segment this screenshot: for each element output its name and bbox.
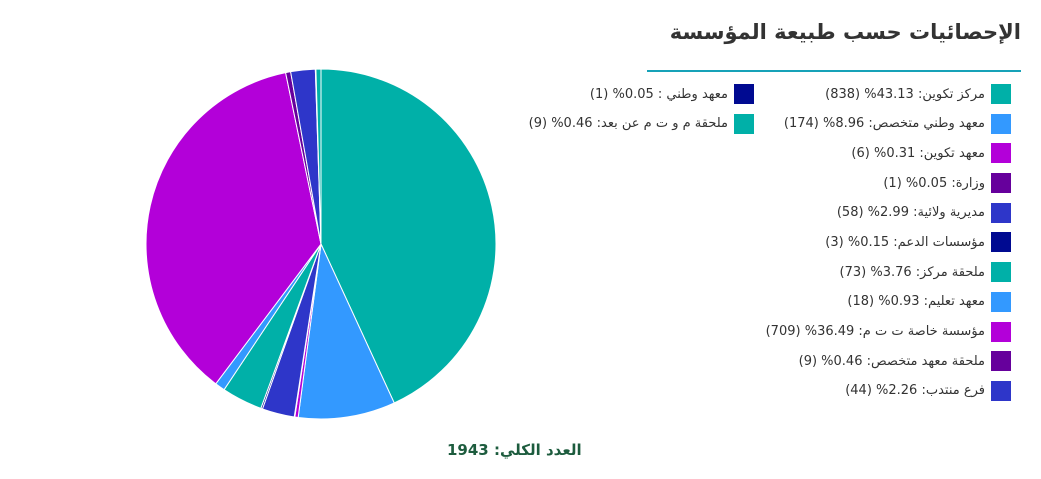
legend-label: معهد تكوين: 0.31% (6) (851, 145, 985, 161)
legend-item[interactable]: مركز تكوين: 43.13% (838) (721, 84, 1011, 104)
legend-swatch (991, 113, 1011, 134)
legend-swatch (991, 173, 1011, 194)
legend-item[interactable]: معهد وطني متخصص: 8.96% (174) (721, 113, 1011, 134)
pie-chart (145, 68, 497, 420)
legend-item[interactable]: ملحقة معهد متخصص: 0.46% (9) (721, 351, 1011, 372)
title-underline (647, 70, 1021, 72)
legend-label: ملحقة معهد متخصص: 0.46% (9) (798, 353, 985, 369)
legend-item[interactable]: ملحقة م و ت م عن بعد: 0.46% (9) (494, 113, 754, 134)
legend-swatch (991, 351, 1011, 372)
legend-label: فرع منتدب: 2.26% (44) (845, 383, 985, 399)
legend-label: معهد تعليم: 0.93% (18) (847, 294, 985, 310)
legend-label: مركز تكوين: 43.13% (838) (825, 86, 985, 102)
legend-swatch (734, 84, 754, 104)
legend-item[interactable]: وزارة: 0.05% (1) (721, 173, 1011, 194)
pie-slice[interactable] (297, 242, 395, 420)
legend-swatch (991, 321, 1011, 342)
legend-item[interactable]: معهد وطني : 0.05% (1) (494, 84, 754, 104)
legend-swatch (991, 262, 1011, 283)
legend-item[interactable]: مؤسسات الدعم: 0.15% (3) (721, 232, 1011, 253)
legend-swatch (991, 84, 1011, 104)
legend-right-column: مركز تكوين: 43.13% (838) معهد وطني متخصص:… (721, 84, 1011, 411)
pie-slice[interactable] (315, 68, 322, 245)
legend-label: ملحقة مركز: 3.76% (73) (839, 264, 986, 280)
legend-item[interactable]: مؤسسة خاصة ت ت م: 36.49% (709) (721, 321, 1011, 342)
legend-label: وزارة: 0.05% (1) (883, 175, 985, 191)
pie-slice[interactable] (320, 68, 497, 404)
legend-item[interactable]: مديرية ولائية: 2.99% (58) (721, 202, 1011, 223)
pie-slice[interactable] (145, 72, 322, 385)
total-count: العدد الكلي: 1943 (447, 441, 582, 459)
legend-swatch (734, 113, 754, 134)
legend-swatch (991, 291, 1011, 312)
legend-swatch (991, 143, 1011, 164)
legend-label: مؤسسة خاصة ت ت م: 36.49% (709) (765, 324, 985, 339)
legend-item[interactable]: ملحقة مركز: 3.76% (73) (721, 262, 1011, 283)
legend-swatch (991, 380, 1011, 401)
legend-label: معهد وطني متخصص: 8.96% (174) (783, 116, 985, 132)
page-title: الإحصائيات حسب طبيعة المؤسسة (669, 20, 1021, 44)
legend-swatch (991, 232, 1011, 253)
legend-label: معهد وطني : 0.05% (1) (589, 86, 728, 102)
legend-item[interactable]: معهد تكوين: 0.31% (6) (721, 143, 1011, 164)
legend-label: ملحقة م و ت م عن بعد: 0.46% (9) (528, 116, 728, 132)
legend-swatch (991, 202, 1011, 223)
legend-label: مؤسسات الدعم: 0.15% (3) (825, 234, 985, 250)
legend-left-column: معهد وطني : 0.05% (1) ملحقة م و ت م عن بع… (494, 84, 754, 143)
legend-item[interactable]: معهد تعليم: 0.93% (18) (721, 291, 1011, 312)
legend-label: مديرية ولائية: 2.99% (58) (836, 205, 985, 221)
legend-item[interactable]: فرع منتدب: 2.26% (44) (721, 380, 1011, 401)
